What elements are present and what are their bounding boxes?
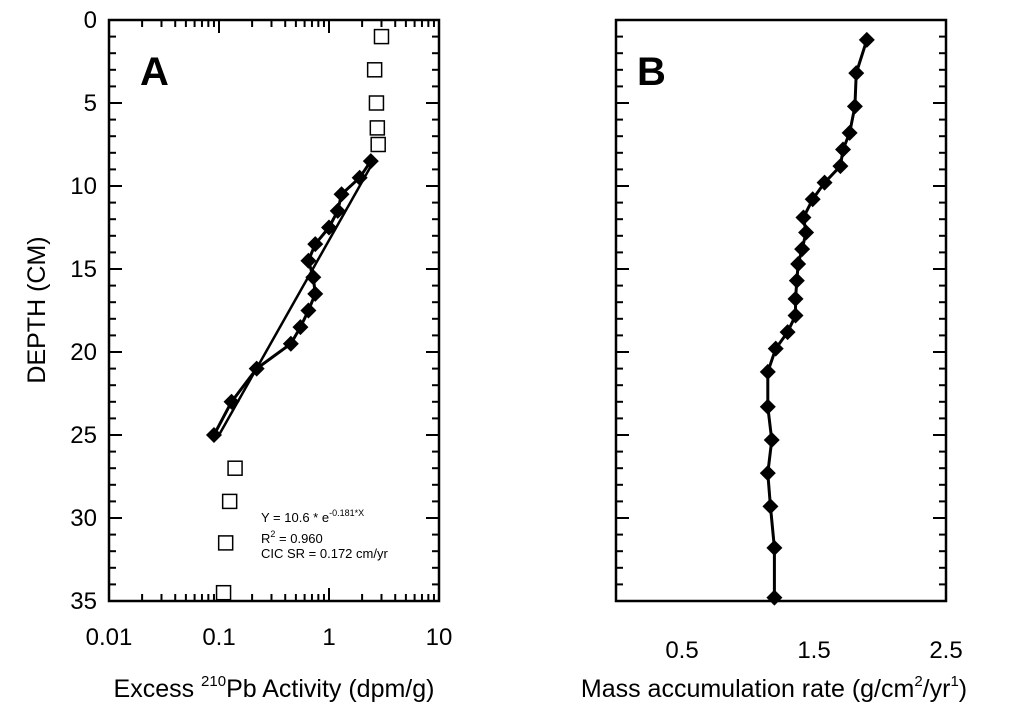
data-point-diamond [766,539,783,556]
panel-a-x-axis-title: Excess 210Pb Activity (dpm/g) [114,673,435,703]
panel-a-ticks [108,19,439,602]
data-point-diamond [763,431,780,448]
panel-a-frame [107,18,441,603]
series-line [212,160,373,436]
data-point-diamond [307,285,324,302]
panel-a-y-tick-labels: 0 5 10 15 20 25 30 35 [70,7,97,615]
data-point-diamond [300,252,317,269]
fit-equation-exponent: -0.181*X [329,508,364,518]
y-tick-label: 10 [70,173,97,200]
data-point-diamond [759,398,776,415]
x-tick-label: 1.5 [797,637,830,664]
data-point-diamond [282,335,299,352]
data-point-diamond [841,124,858,141]
x-title-a-post: Pb Activity (dpm/g) [226,675,434,703]
data-point-square [227,460,243,476]
data-point-diamond [787,290,804,307]
x-tick-label: 2.5 [929,637,962,664]
panel-b-x-tick-labels: 0.5 1.5 2.5 [665,637,962,664]
x-title-b-pre: Mass accumulation rate (g/cm [581,675,914,703]
data-point-diamond [798,224,815,241]
y-tick-label: 35 [70,588,97,615]
data-point-diamond [205,427,222,443]
data-point-square [366,62,383,78]
data-point-diamond [759,465,776,482]
panel-a-label: A [140,50,169,94]
data-point-diamond [307,236,324,253]
cic-sedimentation-rate: CIC SR = 0.172 cm/yr [261,546,388,561]
x-tick-label: 0.1 [202,624,235,651]
data-point-diamond [248,360,265,377]
data-point-diamond [794,241,811,258]
data-point-diamond [790,256,807,273]
data-point-diamond [351,169,368,186]
y-tick-label: 20 [70,339,97,366]
data-point-diamond [223,393,240,410]
data-point-diamond [766,589,783,606]
fit-equation-base: Y = 10.6 * e [261,510,329,525]
data-point-diamond [835,141,852,158]
data-point-diamond [846,98,863,115]
data-point-diamond [767,340,784,357]
x-title-b-sup1: 2 [914,673,922,690]
x-tick-label: 1 [322,624,335,651]
data-point-diamond [333,186,350,203]
panel-a-annotation: Y = 10.6 * e-0.181*X R2 = 0.960 CIC SR =… [261,508,388,561]
data-point-square [370,136,386,153]
data-point-diamond [832,158,849,175]
r-squared-value: = 0.960 [275,531,322,546]
y-tick-label: 30 [70,505,97,532]
data-point-diamond [779,324,796,341]
data-point-square [369,120,386,136]
r-squared: R2 = 0.960 [261,529,323,546]
x-title-b-sup2: 1 [950,673,958,690]
data-point-diamond [795,209,812,226]
panel-b-frame [614,18,948,603]
data-point-diamond [787,307,804,324]
r-squared-exp: 2 [270,529,275,539]
panel-b-marks [759,31,875,606]
panel-a-marks [205,28,390,601]
x-title-b-mid: /yr [923,675,951,703]
data-point-diamond [292,319,309,336]
x-tick-label: 0.5 [665,637,698,664]
data-point-diamond [300,302,317,319]
data-point-diamond [321,219,337,236]
data-point-square [215,584,232,601]
y-tick-label: 5 [84,90,97,117]
panel-b-ticks [616,19,946,602]
x-title-a-pre: Excess [114,675,202,703]
panel-b-x-axis-title: Mass accumulation rate (g/cm2/yr1) [581,673,967,703]
data-point-diamond [762,498,779,515]
y-tick-label: 25 [70,422,97,449]
panel-b-label: B [637,50,666,94]
data-point-diamond [329,202,346,219]
data-point-diamond [858,31,875,48]
panel-a-y-axis-title: DEPTH (CM) [23,236,51,383]
data-point-diamond [759,363,776,380]
data-point-square [217,535,234,551]
data-point-diamond [305,269,322,286]
x-title-a-sup: 210 [201,673,226,690]
data-point-diamond [848,65,865,82]
fit-equation: Y = 10.6 * e-0.181*X [261,508,364,525]
fit-line [217,160,375,436]
x-tick-label: 0.01 [86,624,133,651]
data-point-square [373,28,390,45]
data-point-diamond [362,153,379,170]
data-point-diamond [816,174,833,191]
panel-a-x-tick-labels: 0.01 0.1 1 10 [86,624,453,651]
x-title-b-post: ) [959,675,967,703]
series-line [766,39,869,598]
data-point-square [368,95,385,111]
data-point-diamond [788,272,805,289]
y-tick-label: 15 [70,256,97,283]
data-point-square [221,493,238,510]
x-tick-label: 10 [426,624,453,651]
y-tick-label: 0 [84,7,97,34]
data-point-diamond [804,191,821,208]
r-squared-r: R [261,531,270,546]
